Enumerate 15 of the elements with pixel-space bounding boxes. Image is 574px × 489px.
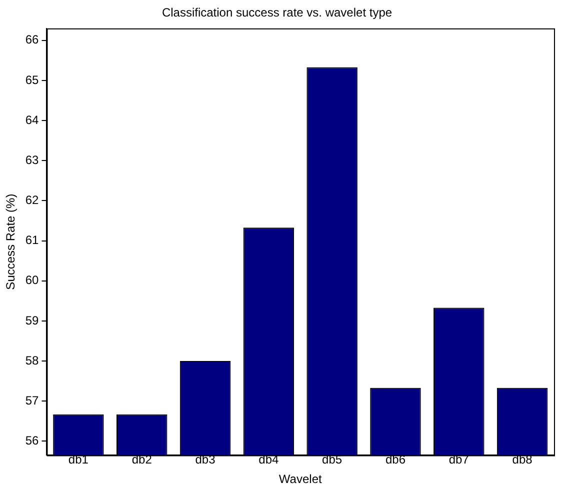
x-axis-title: Wavelet [278,472,322,486]
y-tick-label: 62 [25,193,40,208]
y-tick-label: 61 [25,233,40,248]
y-tick-label: 63 [25,152,40,167]
y-tick-label: 65 [25,72,40,87]
y-axis-title: Success Rate (%) [4,194,18,290]
y-tick-label: 56 [25,433,40,448]
y-tick-label: 64 [25,112,40,127]
chart-title: Classification success rate vs. wavelet type [162,6,392,20]
y-tick-label: 66 [25,32,40,47]
y-tick-label: 58 [25,353,40,368]
x-tick-label: db4 [258,452,280,467]
y-tick-label: 59 [25,313,40,328]
y-tick-label: 60 [25,273,40,288]
y-tick-label: 57 [25,393,40,408]
